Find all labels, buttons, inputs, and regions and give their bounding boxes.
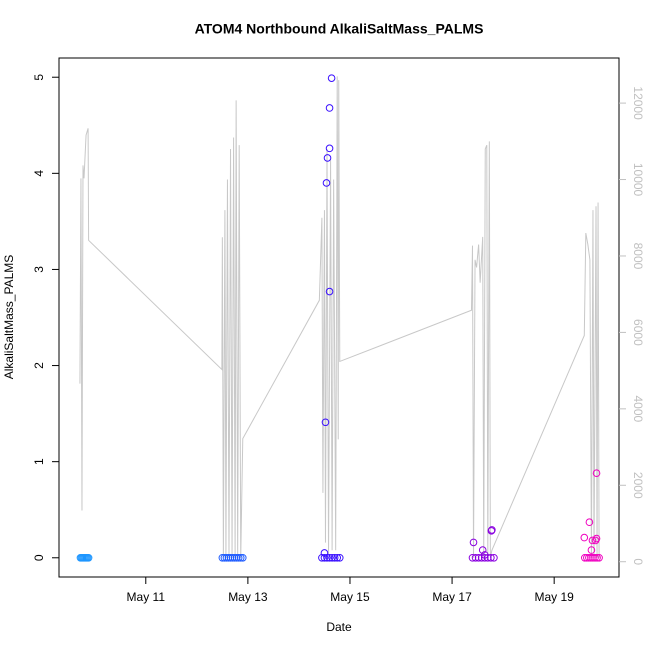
data-point — [588, 536, 597, 545]
data-point — [330, 553, 339, 562]
y2-tick-label: 8000 — [631, 243, 645, 270]
data-point — [585, 518, 594, 527]
y2-tick-label: 6000 — [631, 319, 645, 346]
y2-tick-label: 4000 — [631, 395, 645, 422]
data-point — [480, 551, 489, 559]
y-tick-label: 0 — [32, 554, 46, 561]
data-point — [234, 553, 243, 562]
data-point — [321, 418, 330, 427]
data-point — [488, 526, 496, 534]
y2-tick-label: 2000 — [631, 472, 645, 499]
data-point — [84, 553, 93, 562]
data-point — [333, 553, 342, 562]
data-point — [580, 533, 589, 542]
data-point — [591, 553, 599, 562]
y-tick-label: 1 — [32, 458, 46, 465]
data-line — [79, 76, 600, 558]
x-axis-label: Date — [326, 620, 352, 634]
data-point — [238, 553, 247, 562]
data-point — [320, 549, 329, 557]
data-point — [595, 553, 603, 562]
y2-tick-label: 12000 — [631, 86, 645, 120]
data-point — [323, 154, 332, 162]
data-point — [325, 144, 334, 153]
y-tick-label: 3 — [32, 266, 46, 273]
data-point — [487, 553, 495, 562]
chart-title: ATOM4 Northbound AlkaliSaltMass_PALMS — [195, 21, 484, 37]
data-point — [327, 74, 336, 82]
data-point — [490, 553, 498, 562]
data-point — [587, 546, 596, 554]
x-tick-label: May 13 — [228, 590, 268, 604]
data-point — [335, 553, 344, 562]
x-tick-label: May 17 — [432, 590, 472, 604]
data-point — [325, 287, 334, 296]
y-tick-label: 4 — [32, 170, 46, 177]
data-point — [322, 179, 331, 187]
x-tick-label: May 15 — [330, 590, 370, 604]
data-point — [591, 536, 600, 545]
data-point — [469, 538, 478, 547]
data-point — [592, 469, 601, 478]
x-tick-label: May 11 — [127, 590, 166, 604]
y2-tick-label: 0 — [631, 558, 645, 565]
data-point — [320, 553, 329, 562]
y-tick-label: 5 — [32, 74, 46, 81]
plot-frame — [58, 57, 620, 578]
y-axis-label: AlkaliSaltMass_PALMS — [2, 255, 16, 380]
x-tick-label: May 19 — [534, 590, 574, 604]
y-tick-label: 2 — [32, 362, 46, 369]
y2-tick-label: 10000 — [631, 163, 645, 197]
data-point — [236, 553, 245, 562]
data-point — [325, 553, 334, 562]
data-point — [478, 546, 487, 554]
data-point — [328, 553, 336, 562]
data-point — [593, 553, 601, 562]
data-point — [325, 104, 334, 112]
